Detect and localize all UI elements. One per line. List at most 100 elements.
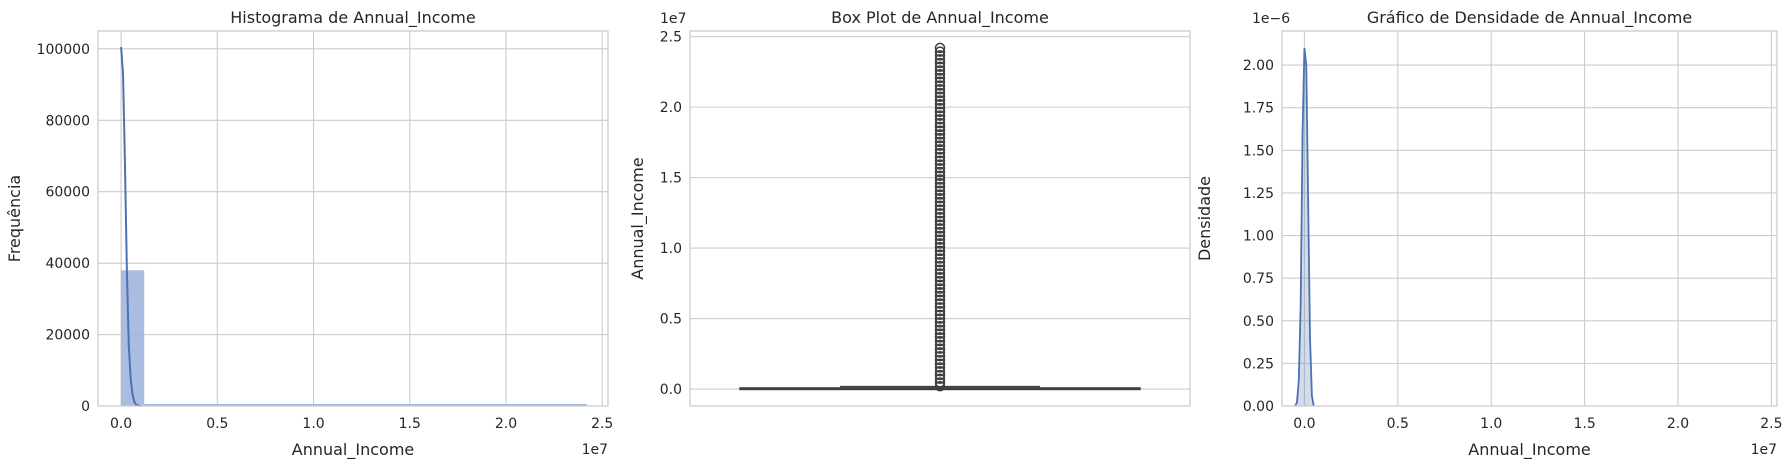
density-x-tick-label: 1.5 xyxy=(1573,416,1595,432)
histogram-x-axis-label: Annual_Income xyxy=(292,440,415,460)
histogram-x-tick-label: 0.5 xyxy=(206,416,228,432)
density-x-tick-label: 2.5 xyxy=(1760,416,1782,432)
boxplot-outlier-point xyxy=(934,343,946,354)
boxplot-outlier-point xyxy=(934,208,946,219)
density-x-tick-label: 0.5 xyxy=(1387,416,1409,432)
boxplot-outlier-point xyxy=(934,174,946,185)
density-y-offset-label: 1e−6 xyxy=(1252,11,1290,27)
density-x-tick-label: 1.0 xyxy=(1480,416,1502,432)
boxplot-outlier-point xyxy=(934,170,946,181)
histogram-y-tick-label: 0 xyxy=(81,399,90,415)
boxplot-outlier-point xyxy=(934,162,946,174)
boxplot-outlier-point xyxy=(934,230,946,242)
boxplot-outlier-point xyxy=(934,99,946,110)
histogram-y-tick-label: 100000 xyxy=(37,42,90,58)
boxplot-outlier-point xyxy=(934,369,946,381)
density-y-tick-label: 1.50 xyxy=(1243,143,1274,159)
boxplot-outlier-point xyxy=(934,268,946,279)
boxplot-outlier-point xyxy=(934,46,946,57)
boxplot-outlier-point xyxy=(934,290,946,302)
boxplot-outlier-point xyxy=(934,185,946,197)
boxplot-outlier-point xyxy=(934,193,946,204)
boxplot-outlier-point xyxy=(934,159,946,170)
histogram-title: Histograma de Annual_Income xyxy=(230,8,475,28)
boxplot-outlier-point xyxy=(934,305,946,317)
histogram-y-tick-label: 20000 xyxy=(45,328,90,344)
density-x-offset-label: 1e7 xyxy=(1751,442,1777,458)
boxplot-outlier-point xyxy=(934,61,946,72)
density-y-tick-label: 0.50 xyxy=(1243,314,1274,330)
boxplot-outlier-point xyxy=(934,275,946,287)
boxplot-outlier-point xyxy=(934,144,946,155)
boxplot-outlier-point xyxy=(934,178,946,189)
histogram-panel: 0.0 0.5 1.0 1.5 2.0 2.5 0 20000 40000 60000 80000… xyxy=(5,8,613,460)
boxplot-outlier-point xyxy=(934,377,946,388)
boxplot-outlier-point xyxy=(934,151,946,163)
boxplot-outlier-point xyxy=(934,294,946,306)
boxplot-outlier-point xyxy=(934,211,946,223)
boxplot-outlier-point xyxy=(934,347,946,358)
boxplot-outlier-point xyxy=(934,313,946,324)
boxplot-outlier-point xyxy=(934,287,946,298)
boxplot-outlier-point xyxy=(934,76,946,88)
boxplot-outlier-point xyxy=(934,271,946,283)
boxplot-outlier-point xyxy=(934,65,946,76)
density-y-tick-label: 0.25 xyxy=(1243,356,1274,372)
boxplot-outlier-point xyxy=(934,354,946,366)
histogram-y-tick-label: 60000 xyxy=(45,185,90,201)
boxplot-outlier-point xyxy=(934,283,946,294)
boxplot-outlier-point xyxy=(934,226,946,238)
histogram-x-tick-label: 1.0 xyxy=(302,416,324,432)
boxplot-outlier-point xyxy=(934,68,946,80)
boxplot-outlier-point xyxy=(934,50,946,61)
boxplot-outlier-point xyxy=(934,155,946,166)
boxplot-outlier-point xyxy=(934,200,946,212)
boxplot-outlier-point xyxy=(934,328,946,339)
boxplot-outlier-point xyxy=(934,238,946,249)
boxplot-outlier-point xyxy=(934,102,946,114)
boxplot-y-tick-label: 1.5 xyxy=(660,171,682,187)
boxplot-outlier-point xyxy=(934,125,946,136)
density-plot-frame xyxy=(1281,30,1778,407)
boxplot-outlier-point xyxy=(934,215,946,227)
density-y-tick-label: 1.25 xyxy=(1243,186,1274,202)
histogram-y-axis-label: Frequência xyxy=(5,175,24,262)
histogram-y-tick-label: 80000 xyxy=(45,113,90,129)
histogram-x-tick-label: 0.0 xyxy=(110,416,132,432)
density-x-tick-label: 2.0 xyxy=(1667,416,1689,432)
boxplot-outlier-point xyxy=(934,72,946,84)
boxplot-outlier-point xyxy=(934,350,946,362)
density-y-axis-label: Densidade xyxy=(1195,176,1214,261)
boxplot-y-offset-label: 1e7 xyxy=(660,11,686,27)
histogram-x-tick-label: 1.5 xyxy=(399,416,421,432)
boxplot-outlier-point xyxy=(934,365,946,377)
boxplot-outlier-point xyxy=(934,320,946,332)
boxplot-outlier-point xyxy=(934,84,946,95)
boxplot-outlier-point xyxy=(934,309,946,321)
density-y-tick-label: 2.00 xyxy=(1243,58,1274,74)
boxplot-outlier-point xyxy=(934,223,946,234)
boxplot-y-tick-label: 2.5 xyxy=(660,30,682,46)
boxplot-outlier-point xyxy=(934,136,946,148)
boxplot-outlier-point xyxy=(934,87,946,99)
boxplot-outlier-point xyxy=(934,219,946,230)
boxplot-outlier-point xyxy=(934,132,946,144)
histogram-plot-frame xyxy=(97,30,609,407)
boxplot-outlier-point xyxy=(934,181,946,193)
boxplot-outlier-point xyxy=(934,204,946,215)
boxplot-outlier-point xyxy=(934,166,946,178)
boxplot-outlier-point xyxy=(934,264,946,275)
boxplot-outlier-point xyxy=(934,42,946,54)
boxplot-outlier-point xyxy=(934,298,946,309)
boxplot-outlier-point xyxy=(934,121,946,133)
boxplot-y-tick-label: 0.5 xyxy=(660,312,682,328)
density-title: Gráfico de Densidade de Annual_Income xyxy=(1367,8,1692,28)
boxplot-outlier-point xyxy=(934,189,946,200)
boxplot-outlier-point xyxy=(934,332,946,343)
boxplot-outlier-point xyxy=(934,110,946,121)
boxplot-outlier-point xyxy=(934,335,946,347)
histogram-kde-line xyxy=(120,46,141,407)
boxplot-outlier-point xyxy=(934,129,946,140)
boxplot-y-tick-label: 2.0 xyxy=(660,100,682,116)
